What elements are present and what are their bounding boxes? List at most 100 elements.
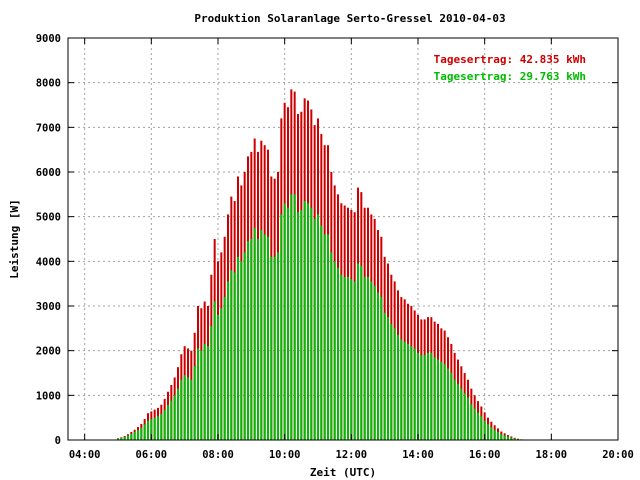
- bar: [237, 256, 239, 440]
- bar: [347, 276, 349, 440]
- x-tick-label: 04:00: [69, 449, 101, 461]
- y-tick-label: 4000: [36, 256, 61, 268]
- bar: [320, 225, 323, 440]
- bar: [207, 346, 209, 440]
- bar: [463, 393, 466, 440]
- bar: [450, 373, 453, 440]
- x-tick-label: 08:00: [202, 449, 234, 461]
- bar: [493, 429, 496, 440]
- bar: [337, 268, 339, 440]
- bar: [437, 359, 439, 440]
- bar: [137, 430, 139, 440]
- bar: [193, 366, 196, 440]
- bar: [240, 261, 243, 440]
- bar: [270, 256, 273, 440]
- x-tick-label: 06:00: [136, 449, 168, 461]
- bar: [393, 328, 396, 440]
- bar: [503, 435, 506, 440]
- bar: [133, 431, 136, 440]
- bar: [513, 438, 516, 440]
- x-tick-label: 12:00: [336, 449, 368, 461]
- bar: [363, 276, 366, 440]
- x-tick-label: 10:00: [269, 449, 301, 461]
- bar-series-2: [117, 194, 533, 440]
- bar: [203, 343, 206, 440]
- y-axis: 0 1000 2000 3000 4000 5000 6000 7000 8000 9000: [36, 33, 618, 447]
- bar: [303, 201, 306, 440]
- bar: [170, 400, 173, 440]
- bar: [483, 420, 486, 440]
- x-axis: 04:00 06:00 08:00 10:00 12:00 14:00 16:00 18:00…: [69, 38, 634, 461]
- bar: [407, 343, 409, 440]
- bar: [273, 256, 276, 440]
- bar: [127, 435, 129, 440]
- bar: [180, 379, 183, 440]
- bar: [163, 410, 166, 440]
- bar: [247, 241, 249, 440]
- bar: [433, 357, 436, 440]
- bar: [423, 355, 426, 440]
- bar: [300, 209, 303, 440]
- bar: [167, 405, 169, 440]
- bar: [313, 218, 316, 440]
- bar: [287, 207, 289, 440]
- bar: [390, 323, 393, 440]
- plot-frame: [67, 37, 619, 441]
- bar: [473, 408, 476, 440]
- bar: [233, 272, 236, 440]
- bar: [143, 424, 146, 440]
- bar: [497, 431, 499, 440]
- bar: [243, 252, 246, 440]
- bar: [267, 236, 269, 440]
- bar: [220, 308, 223, 440]
- bar: [147, 420, 149, 440]
- bar: [210, 326, 213, 440]
- legend-entry-2: Tagesertrag: 29.763 kWh: [434, 70, 586, 83]
- bar: [487, 424, 489, 440]
- bar: [280, 214, 283, 440]
- y-tick-label: 7000: [36, 122, 61, 134]
- bar: [120, 437, 123, 440]
- bar: [160, 414, 163, 440]
- bar: [117, 438, 119, 440]
- bar: [400, 339, 403, 440]
- bar: [290, 194, 293, 440]
- bar: [250, 239, 253, 440]
- bar: [130, 433, 133, 440]
- x-tick-label: 14:00: [402, 449, 434, 461]
- y-tick-label: 9000: [36, 33, 61, 45]
- x-tick-label: 16:00: [469, 449, 501, 461]
- bar: [460, 388, 463, 440]
- bar: [197, 348, 199, 440]
- x-axis-label: Zeit (UTC): [310, 466, 376, 479]
- y-tick-label: 3000: [36, 301, 61, 313]
- bar: [387, 317, 389, 440]
- bar: [173, 395, 176, 440]
- bar: [310, 207, 313, 440]
- bar: [293, 194, 296, 440]
- legend-entry-1: Tagesertrag: 42.835 kWh: [434, 53, 586, 66]
- bar: [230, 270, 233, 440]
- y-axis-label: Leistung [W]: [8, 199, 21, 278]
- bar: [187, 377, 189, 440]
- bar: [350, 279, 353, 440]
- bar: [510, 437, 513, 440]
- bar: [317, 214, 319, 440]
- bar: [213, 301, 216, 440]
- bars: [117, 89, 533, 441]
- bar: [183, 375, 186, 440]
- bar: [330, 252, 333, 440]
- bar: [340, 274, 343, 440]
- bar: [457, 384, 459, 440]
- bar: [413, 348, 416, 440]
- bar: [477, 412, 479, 440]
- bar: [357, 263, 359, 440]
- y-tick-label: 1000: [36, 390, 61, 402]
- bar: [403, 341, 406, 440]
- bar: [123, 436, 126, 440]
- bar: [200, 350, 203, 440]
- bar: [367, 276, 369, 440]
- y-tick-label: 8000: [36, 78, 61, 90]
- bar: [373, 285, 376, 440]
